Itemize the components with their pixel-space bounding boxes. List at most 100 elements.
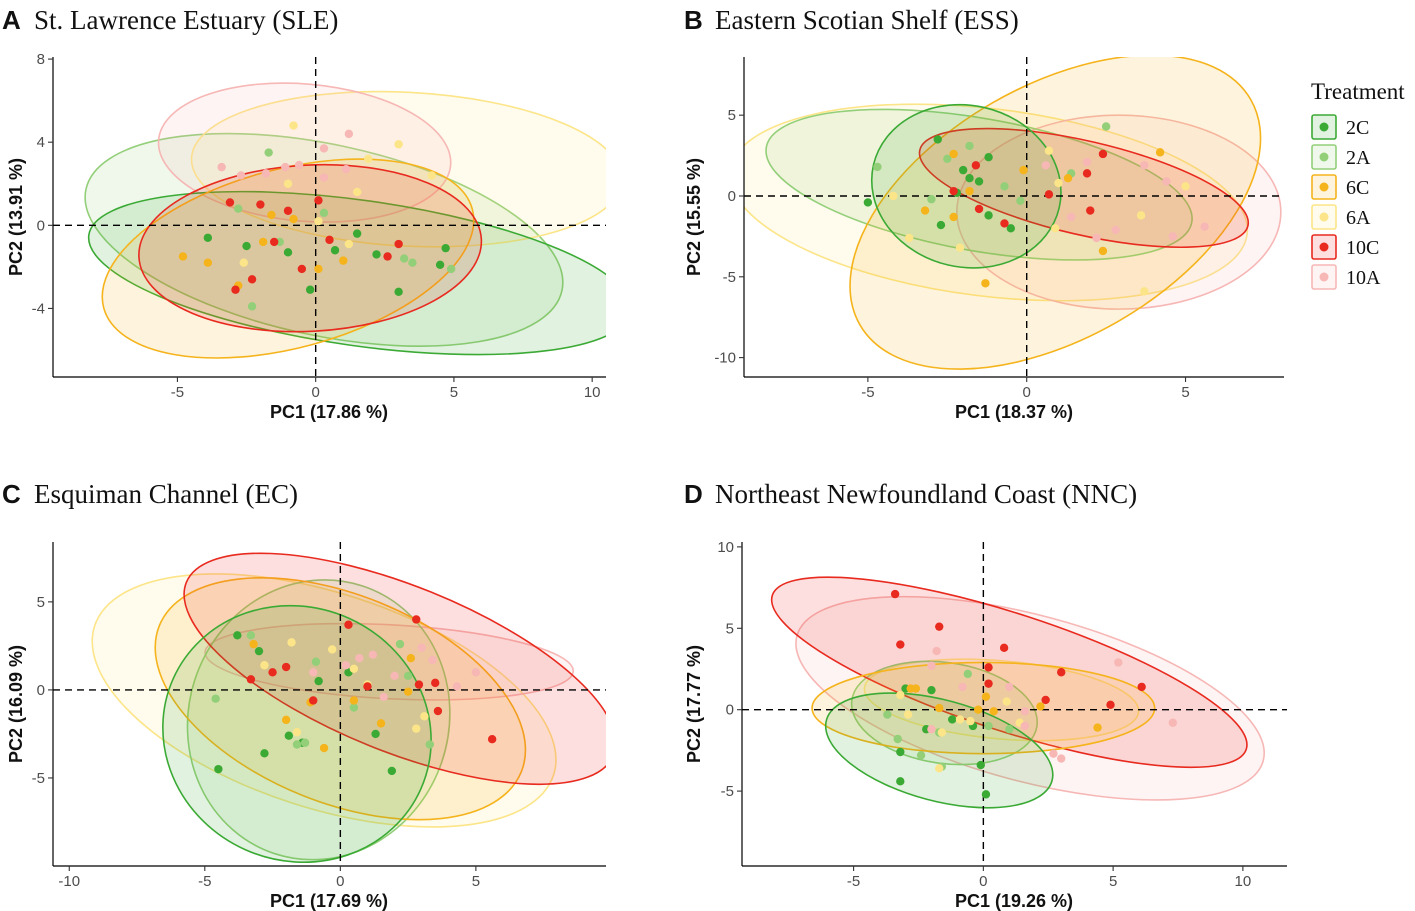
point-10a — [417, 643, 426, 652]
point-10c — [268, 668, 277, 677]
point-2c — [927, 685, 936, 695]
point-2c — [387, 766, 397, 776]
point-10a — [281, 162, 290, 172]
point-2a — [1000, 182, 1009, 191]
point-2c — [233, 631, 242, 640]
point-10a — [927, 661, 936, 670]
panel-d-title: Northeast Newfoundland Coast (NNC) — [715, 479, 1137, 509]
x-tick-label: 5 — [1109, 873, 1117, 890]
panel-b-ellipses — [744, 57, 1282, 370]
point-10a — [1168, 718, 1178, 727]
y-tick-label: 0 — [726, 702, 734, 719]
point-10a — [1020, 721, 1030, 731]
point-2c — [203, 233, 213, 242]
point-6a — [314, 216, 323, 226]
point-10c — [1098, 149, 1108, 159]
x-tick-label: -5 — [198, 873, 211, 890]
point-10c — [247, 275, 257, 284]
point-6a — [260, 661, 269, 670]
point-10c — [297, 264, 307, 274]
point-6a — [412, 724, 421, 733]
point-6c — [949, 149, 958, 159]
y-tick-label: 0 — [37, 217, 45, 234]
legend-title: Treatment — [1311, 79, 1405, 104]
point-6a — [1051, 224, 1060, 233]
y-tick-label: 0 — [37, 682, 45, 699]
y-tick-label: -5 — [723, 269, 736, 286]
x-tick-label: 10 — [1235, 873, 1252, 890]
point-10a — [390, 671, 399, 681]
point-6c — [965, 186, 974, 196]
legend-item-10c: 10C — [1311, 234, 1379, 260]
point-6c — [339, 256, 348, 265]
point-6a — [966, 716, 975, 726]
y-tick-label: -5 — [721, 783, 734, 800]
y-tick-label: 8 — [37, 51, 45, 68]
point-10c — [433, 706, 443, 716]
point-2a — [916, 751, 926, 760]
point-6a — [1136, 211, 1146, 220]
point-10c — [363, 682, 372, 691]
panel-b-xlabel: PC1 (18.37 %) — [955, 402, 1073, 422]
point-2c — [305, 285, 315, 294]
point-2a — [395, 639, 405, 649]
point-10c — [1057, 668, 1066, 677]
x-tick-label: 0 — [336, 873, 344, 890]
point-2a — [446, 264, 456, 274]
point-6c — [349, 696, 359, 705]
point-2c — [933, 135, 942, 144]
point-6c — [981, 692, 991, 701]
point-2c — [254, 646, 264, 656]
point-2c — [283, 248, 293, 257]
point-2a — [403, 671, 413, 681]
point-10a — [1066, 212, 1076, 222]
x-tick-label: 0 — [979, 873, 987, 890]
point-10a — [1092, 233, 1101, 243]
point-10c — [414, 680, 424, 689]
point-6a — [289, 121, 298, 130]
legend-dot-10c — [1319, 242, 1329, 252]
point-6c — [949, 212, 958, 222]
point-2c — [896, 747, 905, 757]
point-2c — [958, 165, 968, 175]
point-6c — [406, 654, 416, 663]
point-6a — [889, 191, 898, 201]
panel-a-ylabel: PC2 (13.91 %) — [6, 158, 26, 276]
x-tick-label: -5 — [861, 384, 874, 401]
point-6a — [427, 171, 437, 180]
legend-dot-6c — [1319, 182, 1329, 192]
point-10a — [236, 171, 246, 180]
point-2a — [1016, 196, 1025, 206]
point-2a — [264, 148, 273, 157]
point-2c — [984, 211, 993, 220]
point-2c — [974, 177, 984, 186]
panel-d: D Northeast Newfoundland Coast (NNC) -5 0… — [684, 479, 1287, 911]
point-2c — [371, 729, 380, 739]
point-10a — [341, 165, 351, 174]
point-2a — [399, 254, 409, 263]
x-tick-label: 0 — [1023, 384, 1031, 401]
point-10c — [1137, 682, 1146, 692]
point-10c — [283, 206, 293, 215]
y-tick-label: 4 — [37, 134, 45, 151]
x-tick-label: 0 — [312, 384, 320, 401]
point-10a — [294, 160, 304, 170]
legend-label-6a: 6A — [1346, 207, 1371, 229]
point-10a — [1114, 658, 1123, 667]
point-6a — [239, 258, 248, 267]
panel-b-points — [863, 122, 1209, 296]
point-6c — [989, 707, 998, 716]
panel-d-ellipses — [770, 576, 1265, 809]
x-tick-label: 5 — [450, 384, 458, 401]
point-2a — [311, 657, 321, 666]
ellipse-2c — [87, 190, 606, 356]
point-2a — [883, 710, 892, 719]
point-10a — [452, 682, 462, 691]
point-2c — [976, 760, 985, 770]
point-10a — [1200, 222, 1209, 231]
point-10c — [1041, 695, 1050, 705]
point-2a — [927, 195, 936, 204]
legend-label-10c: 10C — [1346, 237, 1379, 259]
point-2c — [284, 731, 294, 740]
panel-a-plot: -5 0 5 10 -4 0 4 8 — [32, 51, 606, 401]
